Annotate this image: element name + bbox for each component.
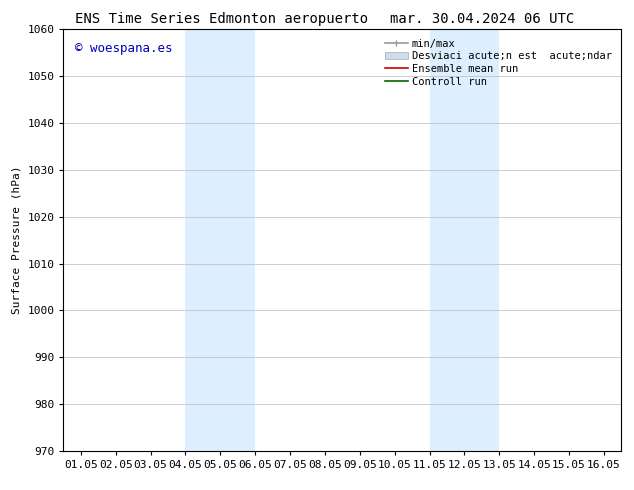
Text: © woespana.es: © woespana.es [75, 42, 172, 55]
Legend: min/max, Desviaci acute;n est  acute;ndar, Ensemble mean run, Controll run: min/max, Desviaci acute;n est acute;ndar… [380, 35, 616, 91]
Bar [185, 29, 255, 451]
Y-axis label: Surface Pressure (hPa): Surface Pressure (hPa) [12, 166, 22, 315]
Text: mar. 30.04.2024 06 UTC: mar. 30.04.2024 06 UTC [390, 12, 574, 26]
Bar [429, 29, 500, 451]
Text: ENS Time Series Edmonton aeropuerto: ENS Time Series Edmonton aeropuerto [75, 12, 368, 26]
